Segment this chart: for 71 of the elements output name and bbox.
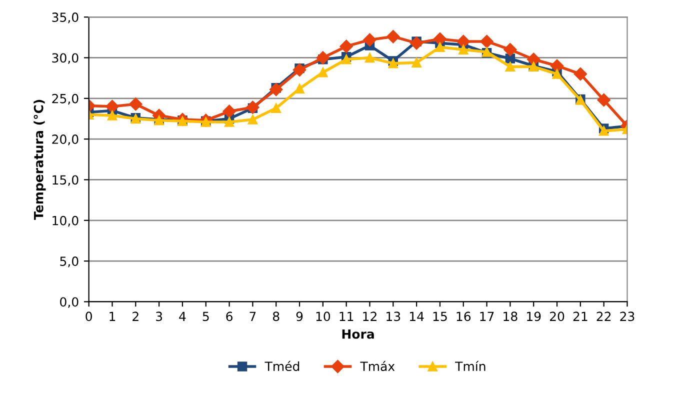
x-tick-label: 13 — [386, 312, 400, 322]
x-tick-label: 7 — [250, 312, 256, 321]
x-tick-label: 1 — [110, 312, 116, 321]
point — [318, 68, 328, 78]
point — [340, 40, 353, 53]
x-tick-label: 15 — [433, 312, 447, 322]
y-axis-title: Temperatura (°C) — [34, 100, 46, 220]
point — [550, 59, 564, 72]
x-axis-title: Hora — [342, 329, 374, 339]
y-tick-label: 20,0 — [52, 134, 78, 146]
point — [435, 42, 445, 52]
y-tick-label: 0,0 — [60, 297, 78, 308]
point — [552, 69, 562, 79]
y-tick-label: 25,0 — [52, 94, 78, 105]
point — [248, 114, 258, 124]
x-tick-label: 18 — [504, 312, 518, 322]
point — [129, 98, 142, 111]
point — [271, 103, 281, 114]
x-tick-label: 2 — [132, 312, 138, 321]
point — [388, 58, 398, 68]
point — [598, 126, 609, 136]
y-tick-label: 10,0 — [52, 216, 78, 227]
legend-label: Tméd — [264, 360, 300, 372]
x-tick-label: 21 — [573, 312, 588, 321]
y-tick-label: 30,0 — [52, 53, 78, 64]
point — [597, 93, 610, 107]
x-tick-label: 8 — [272, 312, 280, 322]
point — [386, 30, 400, 44]
x-tick-label: 14 — [410, 312, 424, 321]
x-tick-label: 17 — [480, 312, 494, 321]
point — [412, 58, 422, 68]
x-tick-label: 4 — [179, 312, 186, 321]
x-tick-label: 0 — [86, 312, 92, 322]
point — [364, 52, 375, 63]
point — [107, 110, 118, 120]
x-tick-label: 3 — [156, 312, 162, 322]
x-tick-label: 9 — [296, 312, 303, 322]
point — [341, 54, 352, 64]
point — [410, 36, 424, 50]
y-tick-label: 35,0 — [52, 12, 78, 24]
x-tick-label: 5 — [202, 312, 209, 322]
point — [106, 100, 119, 114]
x-tick-label: 12 — [363, 312, 376, 321]
y-tick-label: 15,0 — [52, 175, 78, 186]
x-tick-label: 11 — [340, 312, 354, 321]
legend-label: Tmín — [455, 360, 486, 371]
point — [363, 33, 376, 46]
point — [505, 62, 516, 72]
x-tick-label: 6 — [226, 312, 232, 322]
x-tick-label: 16 — [456, 312, 471, 322]
point — [574, 67, 588, 81]
x-tick-label: 20 — [550, 312, 564, 322]
point — [292, 63, 306, 77]
legend-label: Tmáx — [360, 360, 395, 372]
point — [222, 104, 236, 118]
point — [316, 51, 330, 64]
point — [270, 82, 283, 96]
point — [433, 32, 447, 46]
point — [527, 52, 540, 66]
y-tick-label: 5,0 — [60, 256, 78, 268]
x-tick-label: 10 — [316, 312, 330, 322]
point — [294, 84, 304, 94]
point — [480, 34, 494, 48]
x-tick-label: 22 — [596, 312, 611, 321]
x-tick-label: 23 — [620, 312, 634, 322]
point — [456, 34, 470, 48]
point — [246, 100, 260, 114]
point — [224, 117, 234, 127]
x-tick-label: 19 — [527, 312, 541, 322]
point — [458, 44, 468, 54]
point — [504, 43, 517, 56]
